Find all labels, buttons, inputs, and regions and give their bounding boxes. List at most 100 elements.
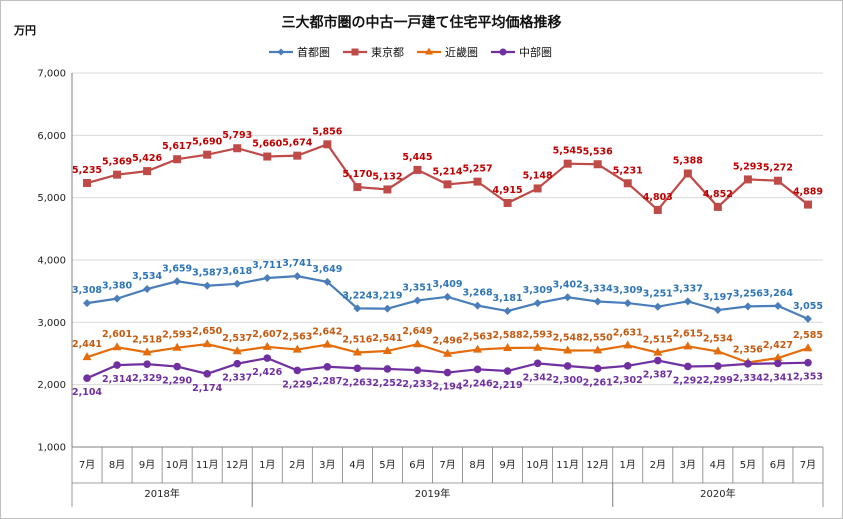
x-tick-label: 3月 [319,459,335,471]
data-label: 5,235 [72,165,102,176]
legend-marker [351,48,359,56]
data-point [382,345,392,354]
data-label: 2,601 [102,329,132,340]
data-point [412,339,422,348]
data-point [773,176,782,185]
data-point [743,175,752,184]
x-tick-label: 9月 [499,459,515,471]
data-point [593,345,603,354]
x-tick-label: 7月 [79,459,95,471]
x-tick-label: 2月 [650,459,666,471]
data-label: 3,308 [72,285,102,296]
data-label: 2,563 [282,332,312,343]
data-label: 2,194 [432,382,462,393]
data-label: 3,618 [222,266,252,277]
data-label: 2,300 [553,375,583,386]
data-label: 2,252 [372,378,402,389]
x-tick-label: 5月 [740,459,756,471]
data-point [262,341,272,350]
data-label: 2,314 [102,374,132,385]
data-point [503,367,512,375]
data-label: 2,631 [613,327,643,338]
x-tick-label: 5月 [379,459,395,471]
data-point [172,342,182,351]
data-label: 3,251 [643,289,673,300]
data-point [803,314,812,323]
data-point [353,304,362,313]
data-label: 3,334 [583,284,613,295]
x-tick-label: 3月 [680,459,696,471]
data-point [413,296,422,305]
data-label: 2,593 [523,330,553,341]
data-point [83,179,92,188]
data-label: 3,264 [763,288,793,299]
data-label: 2,615 [673,328,703,339]
data-label: 2,299 [703,375,733,386]
y-tick-label: 7,000 [37,69,66,80]
data-label: 5,445 [402,152,432,163]
data-label: 2,426 [252,367,282,378]
legend-item: 近畿圏 [416,44,478,60]
data-label: 3,409 [432,279,462,290]
data-point [714,362,722,370]
y-tick-label: 5,000 [37,193,66,204]
data-label: 5,426 [132,153,162,164]
data-point [443,292,452,301]
data-point [563,293,572,302]
x-tick-label: 4月 [710,459,726,471]
data-point [383,185,392,194]
data-label: 3,659 [162,263,192,274]
y-tick-label: 4,000 [37,256,66,267]
data-point [293,151,302,160]
data-label: 5,148 [523,170,553,181]
data-point [143,285,152,294]
data-label: 3,711 [252,260,282,271]
data-point [173,362,181,371]
data-point [563,159,572,168]
data-label: 2,341 [763,372,793,383]
data-label: 3,337 [673,283,703,294]
data-label: 2,174 [192,383,222,394]
year-label: 2018年 [144,487,179,500]
data-label: 2,518 [132,334,162,345]
legend-marker [425,47,433,55]
x-tick-label: 9月 [139,459,155,471]
data-label: 2,219 [493,380,523,391]
data-point [533,184,542,193]
data-point [653,356,662,365]
data-point [503,343,513,352]
data-label: 5,132 [372,171,402,182]
data-point [533,359,542,368]
data-label: 2,337 [222,373,252,384]
legend-item: 首都圏 [268,44,330,60]
data-label: 3,741 [282,258,312,269]
data-label: 2,516 [342,335,372,346]
data-label: 3,351 [402,282,432,293]
chart-title: 三大都市圏の中古一戸建て住宅平均価格推移 [281,15,562,31]
data-label: 2,650 [192,326,222,337]
data-point [713,202,722,211]
data-point [413,366,422,374]
data-point [113,361,121,369]
data-label: 2,607 [252,329,282,340]
data-point [323,277,332,286]
data-point [473,301,482,310]
data-label: 3,055 [793,301,823,312]
data-label: 2,550 [583,332,613,343]
data-label: 5,257 [463,164,493,175]
data-label: 3,402 [553,279,583,290]
data-label: 3,309 [613,285,643,296]
legend-swatch [491,48,515,56]
data-label: 5,214 [432,166,462,177]
data-label: 2,356 [733,344,763,355]
data-point [803,343,813,352]
data-point [353,183,362,192]
data-point [142,347,152,356]
data-label: 2,588 [493,330,523,341]
x-tick-label: 4月 [349,459,365,471]
y-axis-unit: 万円 [14,24,36,37]
data-point [593,297,602,306]
data-point [533,342,543,351]
